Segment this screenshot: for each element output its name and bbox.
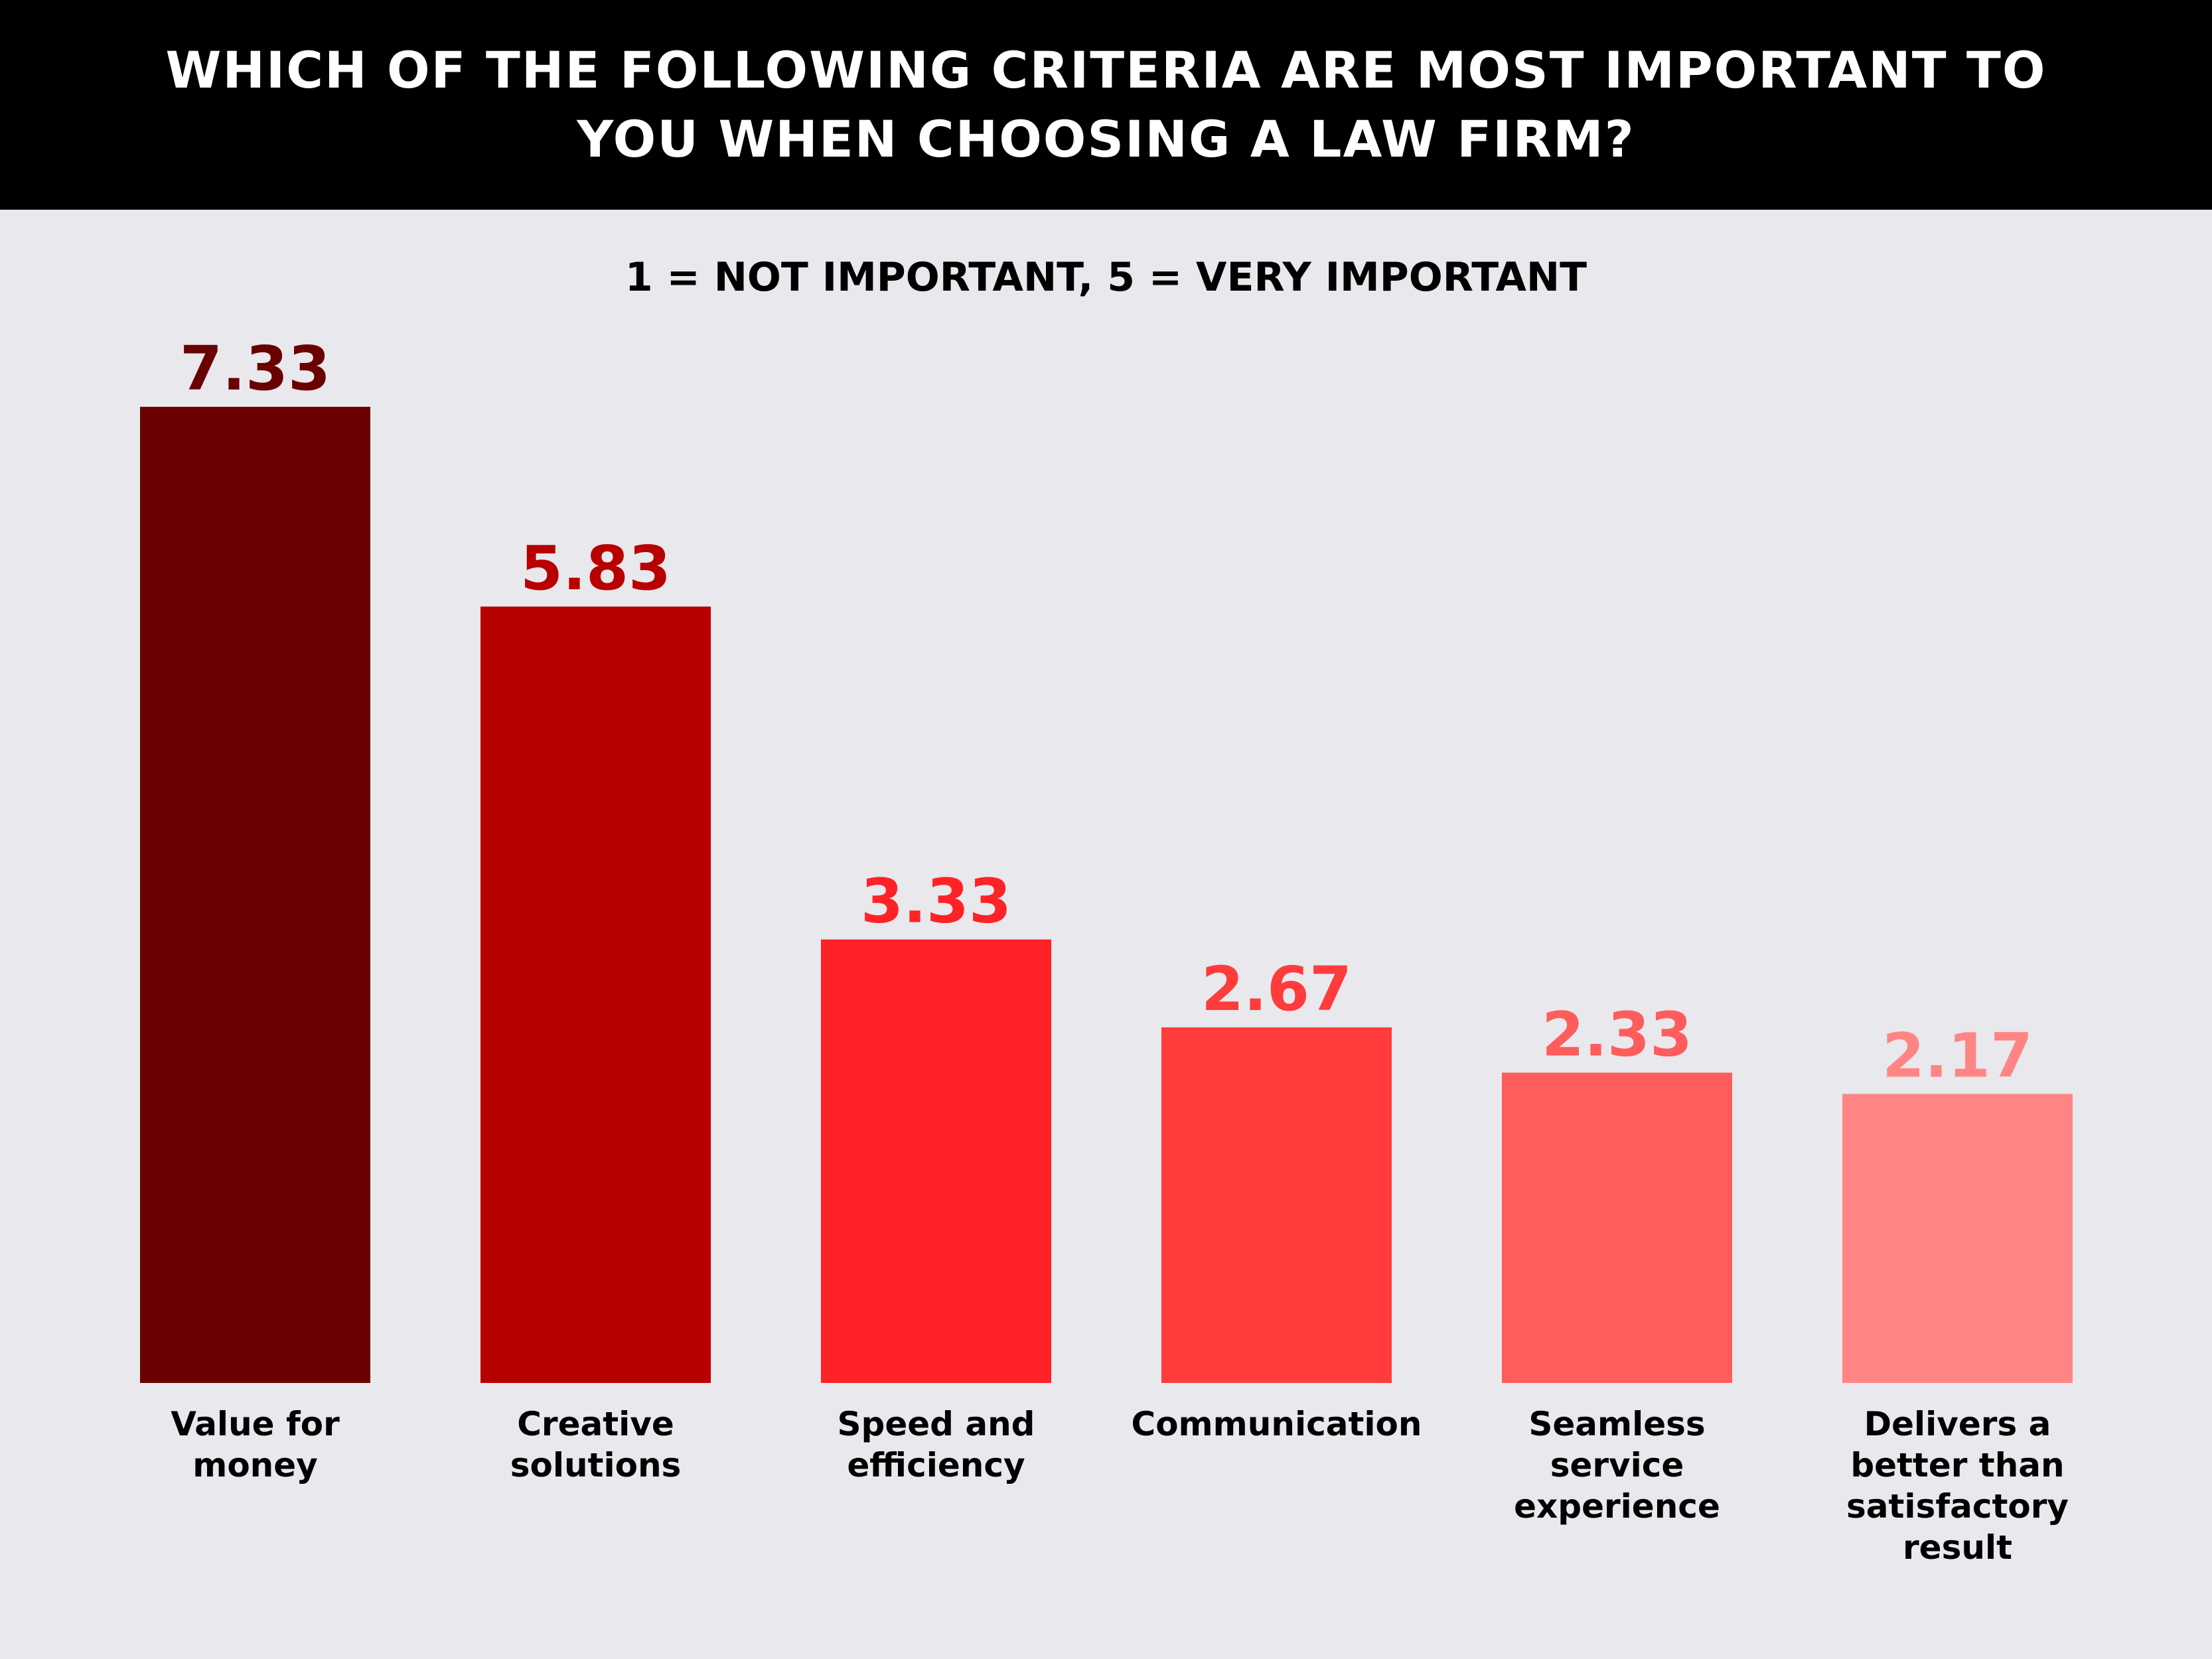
- category-label-line: service: [1550, 1446, 1684, 1484]
- category-label-3: Communication: [1132, 1405, 1422, 1443]
- bar-5: [1842, 1094, 2073, 1383]
- value-label-3: 2.67: [1201, 954, 1352, 1025]
- category-label-line: Seamless: [1528, 1405, 1705, 1443]
- category-label-4: Seamless service experience: [1514, 1405, 1720, 1526]
- value-label-4: 2.33: [1542, 999, 1692, 1070]
- category-label-line: experience: [1514, 1487, 1720, 1526]
- header-bar: WHICH OF THE FOLLOWING CRITERIA ARE MOST…: [0, 0, 2212, 210]
- bar-3: [1161, 1027, 1392, 1383]
- category-label-line: Creative: [517, 1405, 674, 1443]
- value-label-2: 3.33: [861, 866, 1011, 937]
- category-label-line: result: [1903, 1528, 2012, 1567]
- category-label-line: better than: [1850, 1446, 2064, 1484]
- category-label-line: efficiency: [847, 1446, 1025, 1484]
- chart-subtitle: 1 = NOT IMPORTANT, 5 = VERY IMPORTANT: [625, 254, 1587, 301]
- category-label-1: Creative solutions: [510, 1405, 682, 1484]
- category-label-0: Value for money: [171, 1405, 340, 1484]
- category-label-2: Speed and efficiency: [838, 1405, 1035, 1484]
- bar-2: [821, 939, 1051, 1383]
- category-label-line: money: [192, 1446, 318, 1484]
- category-label-5: Delivers a better than satisfactory result: [1846, 1405, 2069, 1567]
- value-label-1: 5.83: [520, 533, 671, 604]
- category-label-line: Value for: [171, 1405, 340, 1443]
- category-label-line: satisfactory: [1846, 1487, 2069, 1526]
- category-label-line: Delivers a: [1864, 1405, 2051, 1443]
- category-label-line: Speed and: [838, 1405, 1035, 1443]
- bar-1: [480, 607, 711, 1383]
- category-label-line: solutions: [510, 1446, 682, 1484]
- bar-0: [140, 407, 370, 1383]
- chart-title: WHICH OF THE FOLLOWING CRITERIA ARE MOST…: [165, 40, 2047, 169]
- bar-4: [1502, 1072, 1732, 1383]
- value-label-5: 2.17: [1882, 1021, 2033, 1092]
- category-label-line: Communication: [1132, 1405, 1422, 1443]
- value-label-0: 7.33: [180, 333, 331, 404]
